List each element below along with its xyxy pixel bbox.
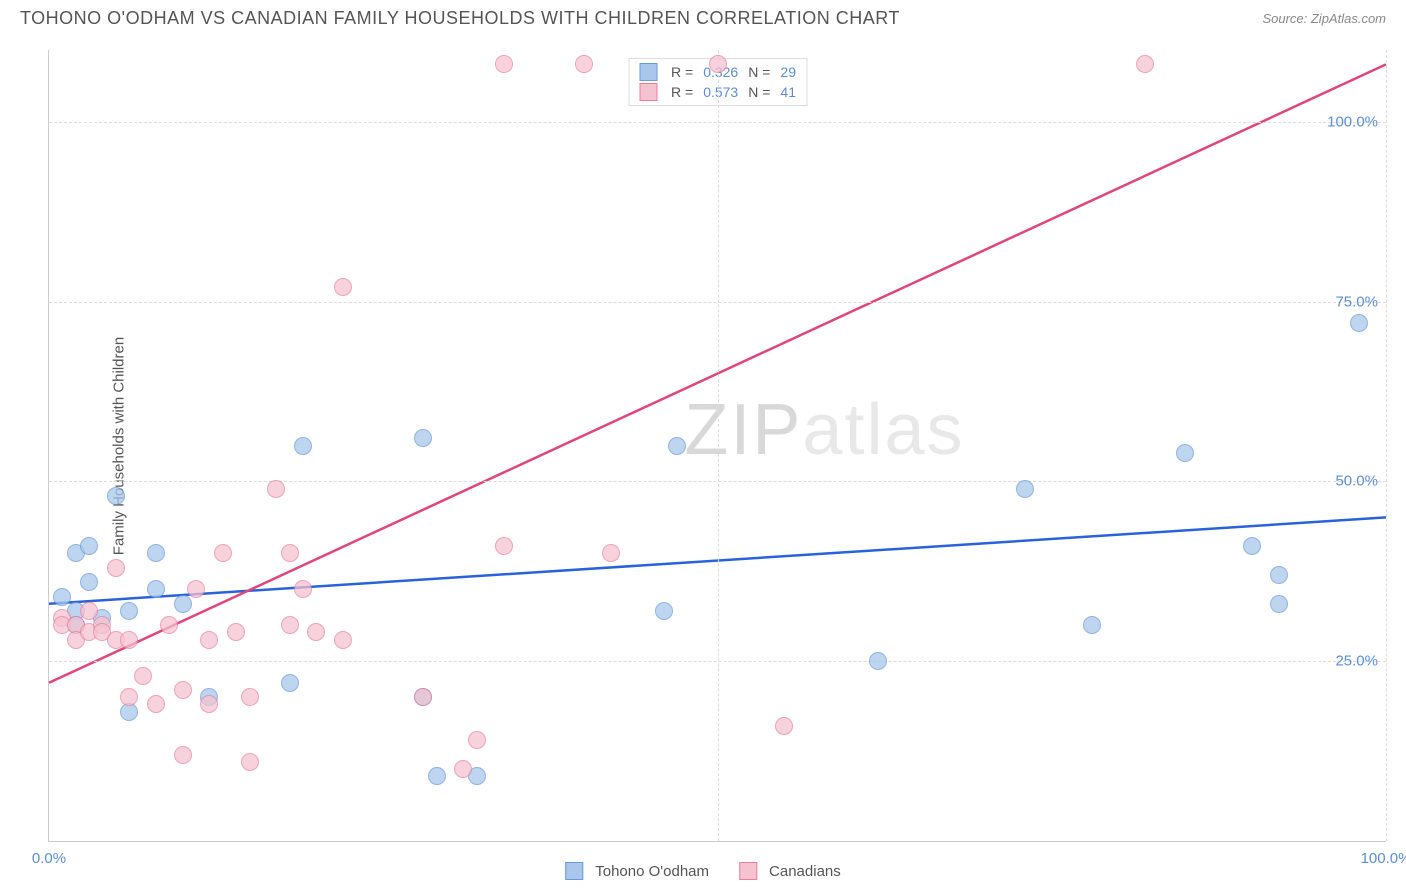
data-point-tohono [414, 429, 432, 447]
data-point-canadians [468, 731, 486, 749]
data-point-canadians [602, 544, 620, 562]
data-point-canadians [241, 688, 259, 706]
chart-title: TOHONO O'ODHAM VS CANADIAN FAMILY HOUSEH… [20, 8, 900, 29]
legend-item-canadians: Canadians [739, 862, 841, 880]
y-tick-label: 75.0% [1335, 293, 1378, 310]
data-point-canadians [495, 537, 513, 555]
legend-bottom: Tohono O'odham Canadians [565, 862, 841, 880]
data-point-canadians [709, 55, 727, 73]
data-point-tohono [1016, 480, 1034, 498]
data-point-canadians [200, 695, 218, 713]
legend-item-tohono: Tohono O'odham [565, 862, 709, 880]
data-point-tohono [174, 595, 192, 613]
scatter-plot: ZIPatlas R = 0.326 N = 29 R = 0.573 N = … [48, 50, 1386, 842]
data-point-tohono [120, 602, 138, 620]
data-point-canadians [174, 746, 192, 764]
data-point-canadians [281, 544, 299, 562]
data-point-tohono [1350, 314, 1368, 332]
legend-swatch-canadians [739, 862, 757, 880]
data-point-canadians [134, 667, 152, 685]
data-point-canadians [281, 616, 299, 634]
legend-label-canadians: Canadians [769, 863, 841, 880]
y-tick-label: 50.0% [1335, 473, 1378, 490]
data-point-tohono [147, 544, 165, 562]
data-point-canadians [414, 688, 432, 706]
data-point-tohono [869, 652, 887, 670]
y-tick-label: 100.0% [1327, 113, 1378, 130]
legend-label-tohono: Tohono O'odham [595, 863, 709, 880]
data-point-canadians [334, 278, 352, 296]
data-point-tohono [655, 602, 673, 620]
legend-swatch-canadians [639, 83, 657, 101]
watermark-prefix: ZIP [684, 390, 802, 470]
x-tick-label: 100.0% [1361, 850, 1406, 867]
data-point-tohono [1176, 444, 1194, 462]
n-value-tohono: 29 [780, 64, 796, 80]
data-point-canadians [307, 623, 325, 641]
legend-swatch-tohono [565, 862, 583, 880]
data-point-canadians [241, 753, 259, 771]
data-point-canadians [107, 559, 125, 577]
data-point-canadians [200, 631, 218, 649]
n-value-canadians: 41 [780, 84, 796, 100]
y-tick-label: 25.0% [1335, 653, 1378, 670]
data-point-tohono [80, 573, 98, 591]
data-point-tohono [1243, 537, 1261, 555]
x-tick-label: 0.0% [32, 850, 66, 867]
data-point-tohono [1270, 595, 1288, 613]
data-point-tohono [281, 674, 299, 692]
data-point-tohono [428, 767, 446, 785]
source-label: Source: ZipAtlas.com [1262, 11, 1386, 26]
r-label: R = [671, 84, 693, 100]
data-point-canadians [575, 55, 593, 73]
data-point-canadians [454, 760, 472, 778]
data-point-canadians [495, 55, 513, 73]
data-point-tohono [668, 437, 686, 455]
data-point-canadians [80, 602, 98, 620]
watermark: ZIPatlas [684, 389, 964, 471]
data-point-canadians [120, 688, 138, 706]
data-point-canadians [227, 623, 245, 641]
data-point-canadians [160, 616, 178, 634]
data-point-tohono [1270, 566, 1288, 584]
legend-swatch-tohono [639, 63, 657, 81]
r-label: R = [671, 64, 693, 80]
data-point-canadians [334, 631, 352, 649]
data-point-canadians [174, 681, 192, 699]
data-point-tohono [107, 487, 125, 505]
data-point-tohono [1083, 616, 1101, 634]
watermark-suffix: atlas [802, 390, 964, 470]
n-label: N = [748, 84, 770, 100]
data-point-canadians [147, 695, 165, 713]
r-value-canadians: 0.573 [703, 84, 738, 100]
data-point-canadians [267, 480, 285, 498]
data-point-canadians [775, 717, 793, 735]
data-point-canadians [294, 580, 312, 598]
grid-line-v [718, 50, 719, 841]
data-point-tohono [80, 537, 98, 555]
grid-line-v [1386, 50, 1387, 841]
data-point-tohono [294, 437, 312, 455]
data-point-canadians [1136, 55, 1154, 73]
n-label: N = [748, 64, 770, 80]
data-point-canadians [214, 544, 232, 562]
data-point-canadians [120, 631, 138, 649]
data-point-tohono [53, 588, 71, 606]
data-point-tohono [147, 580, 165, 598]
data-point-canadians [187, 580, 205, 598]
